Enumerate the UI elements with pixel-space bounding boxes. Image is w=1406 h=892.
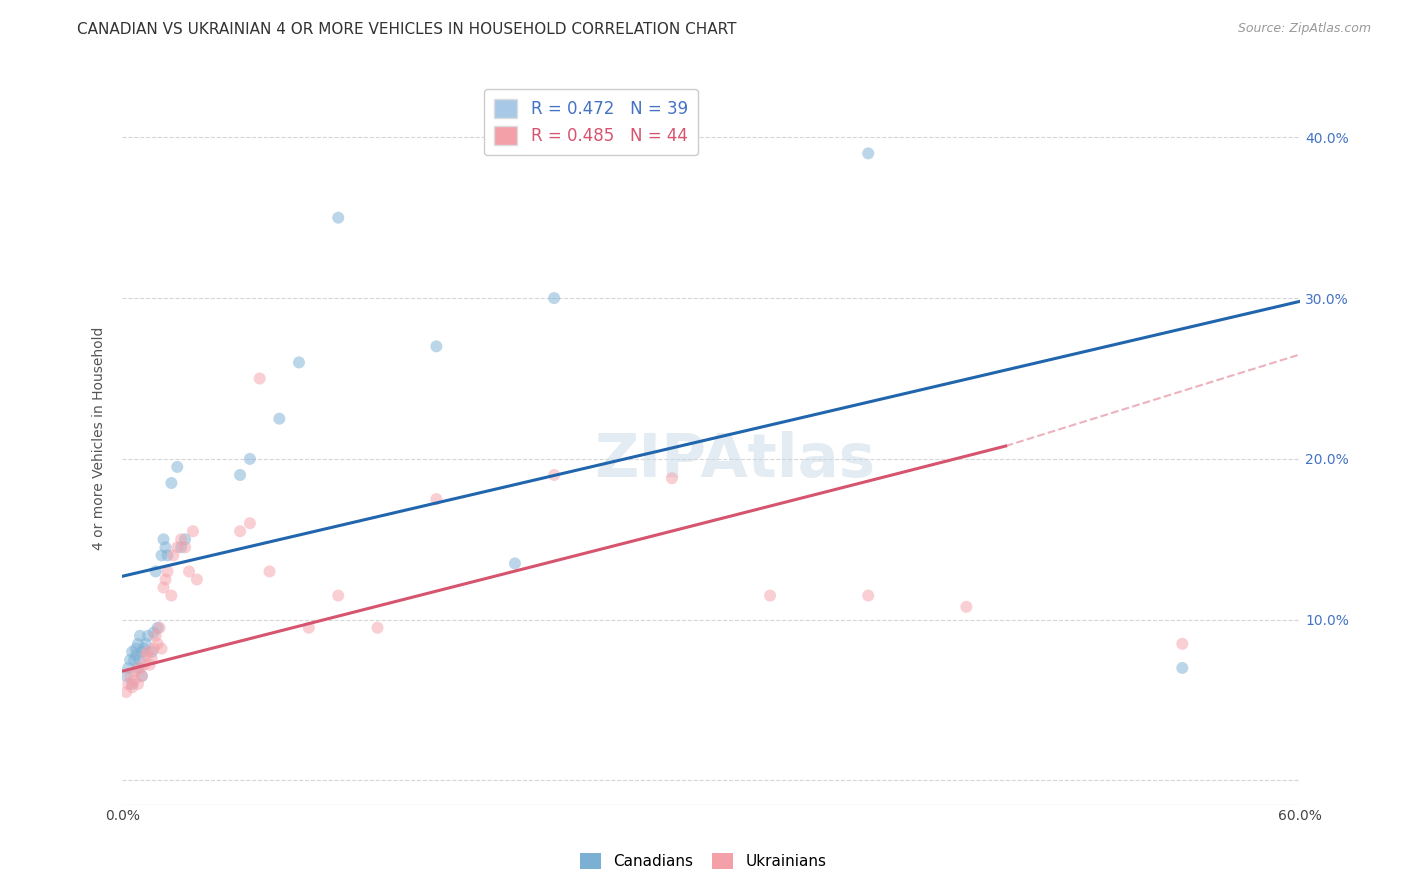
Point bbox=[145, 629, 167, 643]
Y-axis label: 4 or more Vehicles in Household: 4 or more Vehicles in Household bbox=[93, 327, 107, 550]
Point bbox=[129, 653, 152, 667]
Point bbox=[858, 589, 880, 603]
Point bbox=[120, 669, 142, 683]
Point bbox=[661, 471, 683, 485]
Legend: Canadians, Ukrainians: Canadians, Ukrainians bbox=[574, 847, 832, 875]
Point bbox=[152, 581, 174, 595]
Point bbox=[174, 541, 197, 555]
Point bbox=[131, 669, 153, 683]
Point bbox=[177, 565, 200, 579]
Point bbox=[127, 661, 149, 675]
Point bbox=[162, 549, 184, 563]
Point bbox=[239, 451, 262, 466]
Point bbox=[150, 641, 173, 656]
Point bbox=[131, 645, 153, 659]
Point bbox=[759, 589, 782, 603]
Point bbox=[127, 677, 149, 691]
Point bbox=[543, 291, 565, 305]
Point bbox=[131, 669, 153, 683]
Text: Source: ZipAtlas.com: Source: ZipAtlas.com bbox=[1237, 22, 1371, 36]
Point bbox=[155, 541, 177, 555]
Point bbox=[425, 492, 447, 507]
Point bbox=[132, 641, 155, 656]
Point bbox=[160, 476, 183, 491]
Point bbox=[166, 541, 188, 555]
Point bbox=[155, 573, 177, 587]
Point bbox=[125, 648, 148, 662]
Point bbox=[229, 524, 252, 539]
Point bbox=[269, 411, 291, 425]
Point bbox=[146, 637, 169, 651]
Point bbox=[125, 664, 148, 678]
Point bbox=[129, 661, 152, 675]
Point bbox=[142, 641, 165, 656]
Point bbox=[117, 661, 139, 675]
Point bbox=[181, 524, 204, 539]
Point bbox=[152, 533, 174, 547]
Point bbox=[170, 541, 193, 555]
Point bbox=[135, 648, 157, 662]
Point bbox=[1171, 661, 1194, 675]
Point bbox=[129, 629, 152, 643]
Point bbox=[239, 516, 262, 531]
Point bbox=[150, 549, 173, 563]
Legend: R = 0.472   N = 39, R = 0.485   N = 44: R = 0.472 N = 39, R = 0.485 N = 44 bbox=[484, 88, 697, 155]
Point bbox=[174, 533, 197, 547]
Point bbox=[121, 645, 143, 659]
Point bbox=[425, 339, 447, 353]
Point bbox=[122, 673, 145, 688]
Point bbox=[170, 533, 193, 547]
Point bbox=[146, 621, 169, 635]
Point bbox=[955, 599, 977, 614]
Point bbox=[858, 146, 880, 161]
Point bbox=[141, 645, 163, 659]
Point bbox=[259, 565, 281, 579]
Point bbox=[136, 645, 159, 659]
Point bbox=[127, 637, 149, 651]
Point bbox=[122, 653, 145, 667]
Point bbox=[120, 653, 142, 667]
Point bbox=[132, 657, 155, 672]
Point bbox=[117, 677, 139, 691]
Point bbox=[160, 589, 183, 603]
Point bbox=[298, 621, 321, 635]
Point bbox=[249, 371, 271, 385]
Point bbox=[142, 625, 165, 640]
Text: CANADIAN VS UKRAINIAN 4 OR MORE VEHICLES IN HOUSEHOLD CORRELATION CHART: CANADIAN VS UKRAINIAN 4 OR MORE VEHICLES… bbox=[77, 22, 737, 37]
Point bbox=[121, 677, 143, 691]
Point bbox=[503, 557, 526, 571]
Point bbox=[156, 549, 179, 563]
Point bbox=[156, 565, 179, 579]
Point bbox=[121, 680, 143, 694]
Point bbox=[141, 651, 163, 665]
Point bbox=[229, 467, 252, 482]
Point bbox=[135, 637, 157, 651]
Point bbox=[543, 467, 565, 482]
Point bbox=[166, 459, 188, 474]
Point bbox=[145, 565, 167, 579]
Point bbox=[328, 589, 350, 603]
Point bbox=[1171, 637, 1194, 651]
Point bbox=[149, 621, 172, 635]
Point bbox=[366, 621, 388, 635]
Point bbox=[328, 211, 350, 225]
Point bbox=[115, 669, 138, 683]
Point bbox=[186, 573, 208, 587]
Point bbox=[288, 355, 311, 369]
Point bbox=[139, 657, 162, 672]
Text: ZIPAtlas: ZIPAtlas bbox=[595, 431, 876, 491]
Point bbox=[125, 641, 148, 656]
Point bbox=[115, 685, 138, 699]
Point bbox=[136, 629, 159, 643]
